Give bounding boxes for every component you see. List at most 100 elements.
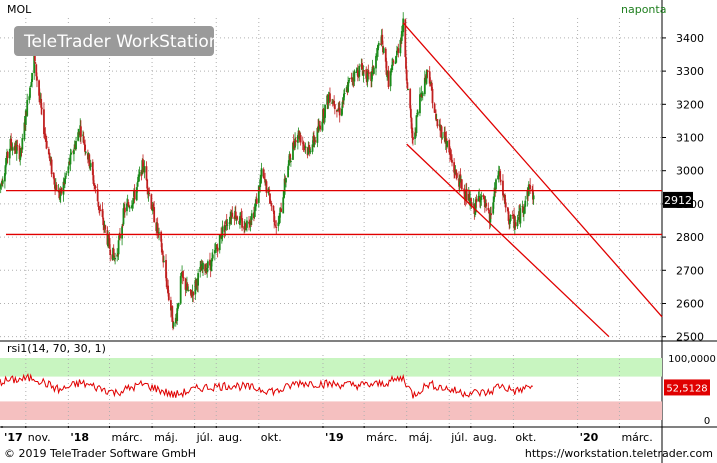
candle-body	[38, 95, 41, 100]
candle-body	[132, 198, 135, 205]
candle-body	[94, 186, 97, 189]
candle-body	[128, 207, 131, 209]
candle-body	[102, 217, 105, 226]
candle-body	[224, 225, 227, 231]
last-price-label: 2912	[664, 194, 692, 207]
trend-channel-line	[402, 22, 663, 318]
symbol-label: MOL	[7, 3, 32, 16]
candle-body	[522, 210, 525, 215]
candle-body	[179, 276, 182, 304]
candle-body	[109, 249, 112, 255]
candle-body	[70, 152, 73, 155]
candle-body	[142, 159, 144, 167]
candle-body	[146, 179, 149, 189]
candle-body	[287, 160, 290, 166]
candle-body	[259, 176, 262, 179]
candle-body	[385, 61, 388, 75]
candle-body	[245, 228, 248, 230]
candle-body	[296, 135, 299, 143]
candle-body	[409, 89, 412, 109]
candle-body	[470, 202, 473, 207]
candle-body	[366, 71, 369, 82]
rsi-value-label: 52,5128	[666, 383, 707, 394]
candle-body	[299, 135, 302, 143]
candle-body	[28, 96, 31, 100]
candle-body	[182, 277, 185, 279]
candle-body	[356, 70, 359, 77]
candle-body	[58, 190, 61, 199]
candle-body	[377, 45, 379, 51]
candle-body	[171, 306, 174, 322]
candle-body	[262, 169, 265, 179]
candle-body	[283, 193, 285, 198]
candle-body	[269, 202, 272, 204]
candle-body	[18, 145, 21, 160]
candle-body	[329, 93, 331, 102]
candle-body	[375, 54, 378, 58]
time-axis-label: máj.	[409, 431, 433, 444]
candle-body	[303, 144, 306, 146]
candle-body	[506, 207, 509, 212]
candle-body	[63, 182, 66, 185]
candle-body	[119, 233, 121, 239]
candle-body	[170, 300, 172, 311]
candle-body	[148, 192, 151, 194]
candle-body	[313, 140, 316, 145]
candle-body	[460, 179, 463, 190]
candle-body	[361, 63, 363, 70]
candle-body	[368, 72, 370, 74]
candle-body	[407, 89, 409, 91]
watermark-text: TeleTrader WorkStation	[23, 32, 220, 52]
candle-body	[406, 82, 409, 89]
price-axis-label: 2800	[676, 231, 704, 244]
candle-body	[282, 197, 285, 214]
candle-body	[93, 183, 96, 185]
candle-body	[83, 142, 86, 145]
candle-body	[121, 224, 124, 226]
candle-body	[250, 213, 253, 220]
candle-body	[136, 182, 139, 187]
candle-body	[304, 146, 307, 148]
candle-body	[463, 191, 466, 198]
candle-body	[67, 166, 70, 174]
candle-body	[63, 178, 66, 183]
candle-body	[391, 64, 393, 70]
candle-body	[263, 177, 266, 179]
rsi-value-badge	[664, 379, 710, 396]
candle-body	[184, 278, 187, 290]
candle-body	[215, 248, 218, 250]
candle-body	[210, 260, 213, 272]
candle-body	[45, 138, 47, 142]
candle-body	[216, 246, 218, 248]
candle-body	[363, 70, 366, 72]
candle-body	[6, 151, 9, 158]
candle-body	[431, 88, 434, 104]
candle-body	[532, 190, 534, 200]
candle-body	[122, 208, 125, 225]
candle-body	[248, 221, 250, 224]
candle-body	[19, 154, 22, 161]
candle-body	[497, 172, 500, 177]
candle-body	[435, 113, 437, 120]
candle-body	[493, 187, 496, 198]
candle-body	[269, 193, 271, 204]
candle-body	[386, 75, 389, 77]
price-axis-label: 2700	[676, 264, 704, 277]
candle-body	[239, 216, 241, 226]
candle-body	[451, 159, 453, 163]
candle-body	[289, 161, 292, 163]
last-price-badge	[663, 191, 693, 208]
candle-body	[135, 187, 138, 201]
candle-body	[469, 199, 472, 201]
candle-body	[147, 193, 150, 196]
trend-channel-line	[406, 143, 610, 338]
candle-body	[4, 165, 7, 175]
time-axis-label: márc.	[621, 431, 652, 444]
candle-body	[221, 226, 224, 238]
price-axis-label: 2600	[676, 297, 704, 310]
candle-body	[33, 53, 36, 62]
candle-body	[77, 132, 80, 141]
candle-body	[405, 69, 408, 81]
candle-body	[309, 151, 312, 153]
candle-body	[444, 131, 446, 143]
